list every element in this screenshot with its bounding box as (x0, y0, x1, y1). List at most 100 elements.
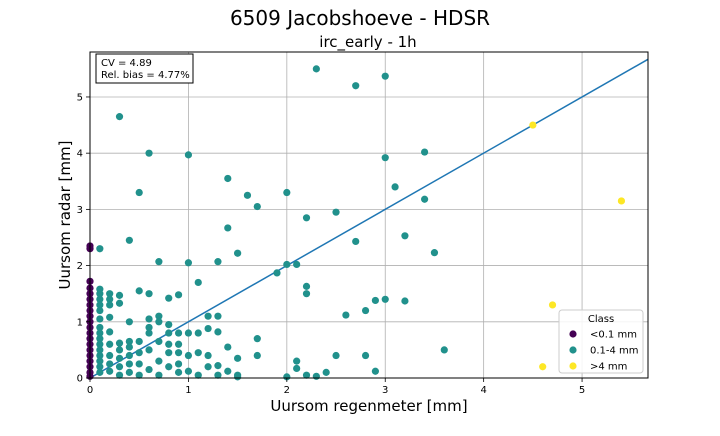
data-point (184, 351, 193, 360)
data-point (174, 349, 183, 357)
data-point (352, 237, 360, 246)
data-point (204, 324, 212, 333)
data-point (165, 321, 173, 329)
data-point (401, 232, 409, 240)
data-point (165, 329, 173, 337)
fit-line (89, 58, 649, 379)
legend-label: <0.1 mm (590, 330, 637, 341)
data-point (145, 290, 153, 298)
data-point (145, 149, 153, 157)
legend-frame (558, 309, 644, 374)
data-point (96, 315, 104, 323)
data-point (194, 349, 202, 357)
data-point (96, 340, 104, 348)
data-point (96, 329, 104, 337)
legend: Class <0.1 mm 0.1-4 mm >4 mm (558, 309, 644, 374)
data-point (106, 340, 114, 348)
y-axis-ticks: 0 1 2 3 4 5 (77, 92, 90, 385)
data-point (174, 340, 183, 348)
data-point (115, 371, 124, 379)
data-point (214, 362, 222, 370)
data-point (155, 312, 163, 320)
data-point (125, 351, 133, 360)
data-point (184, 367, 193, 375)
data-point (312, 372, 320, 380)
data-point (283, 188, 291, 197)
data-point (174, 368, 183, 376)
data-point (125, 318, 133, 326)
legend-marker (569, 330, 577, 338)
data-point (125, 337, 133, 346)
data-point (371, 296, 379, 305)
data-point (224, 224, 232, 232)
data-point (155, 357, 163, 365)
data-point (273, 269, 281, 277)
data-point (106, 328, 114, 336)
data-point (421, 148, 429, 156)
data-point (253, 335, 261, 343)
legend-entries: <0.1 mm 0.1-4 mm >4 mm (569, 330, 639, 373)
data-point (224, 343, 232, 351)
data-point (106, 351, 114, 360)
data-point (421, 195, 429, 203)
data-point (283, 260, 291, 269)
stats-cv: CV = 4.89 (101, 58, 152, 69)
x-axis-label: Uursom regenmeter [mm] (270, 397, 467, 415)
y-tick-label: 0 (77, 374, 83, 385)
data-point (253, 351, 261, 360)
x-tick-label: 5 (579, 385, 585, 396)
data-point (234, 373, 242, 381)
data-point (135, 360, 143, 368)
data-point (214, 371, 222, 379)
data-point (165, 363, 173, 371)
data-point (617, 197, 626, 205)
legend-label: >4 mm (590, 362, 627, 373)
data-point (174, 360, 183, 368)
x-tick-label: 2 (284, 385, 290, 396)
y-tick-label: 3 (77, 205, 83, 216)
data-point (342, 311, 350, 319)
data-point (332, 351, 340, 360)
data-point (322, 368, 330, 376)
data-point (106, 367, 114, 375)
data-point (253, 202, 261, 211)
data-point (194, 278, 202, 287)
y-tick-label: 5 (77, 92, 83, 103)
data-point (234, 249, 242, 257)
data-point (155, 318, 163, 326)
data-point (529, 121, 537, 129)
data-point (155, 258, 163, 266)
data-point (174, 291, 183, 299)
data-point (293, 357, 301, 365)
data-point (125, 368, 133, 376)
legend-label: 0.1-4 mm (590, 346, 639, 357)
data-point (204, 312, 212, 320)
data-point (312, 65, 320, 73)
points-layer (86, 65, 626, 381)
fit-line-layer (89, 58, 649, 379)
data-point (135, 287, 143, 295)
data-point (302, 290, 311, 298)
chart-title: 6509 Jacobshoeve - HDSR (230, 6, 490, 30)
data-point (174, 329, 183, 337)
data-point (381, 295, 389, 303)
data-point (234, 354, 242, 362)
data-point (125, 343, 133, 351)
x-tick-label: 0 (87, 385, 93, 396)
data-point (155, 337, 163, 346)
data-point (96, 351, 104, 360)
data-point (391, 183, 399, 191)
data-point (115, 346, 124, 354)
data-point (381, 72, 389, 80)
data-point (96, 295, 104, 303)
data-point (115, 113, 124, 121)
data-point (548, 301, 557, 309)
data-point (145, 315, 153, 323)
data-point (106, 290, 114, 298)
data-point (184, 259, 193, 267)
data-point (283, 373, 291, 381)
data-point (430, 249, 439, 257)
data-point (165, 349, 173, 357)
